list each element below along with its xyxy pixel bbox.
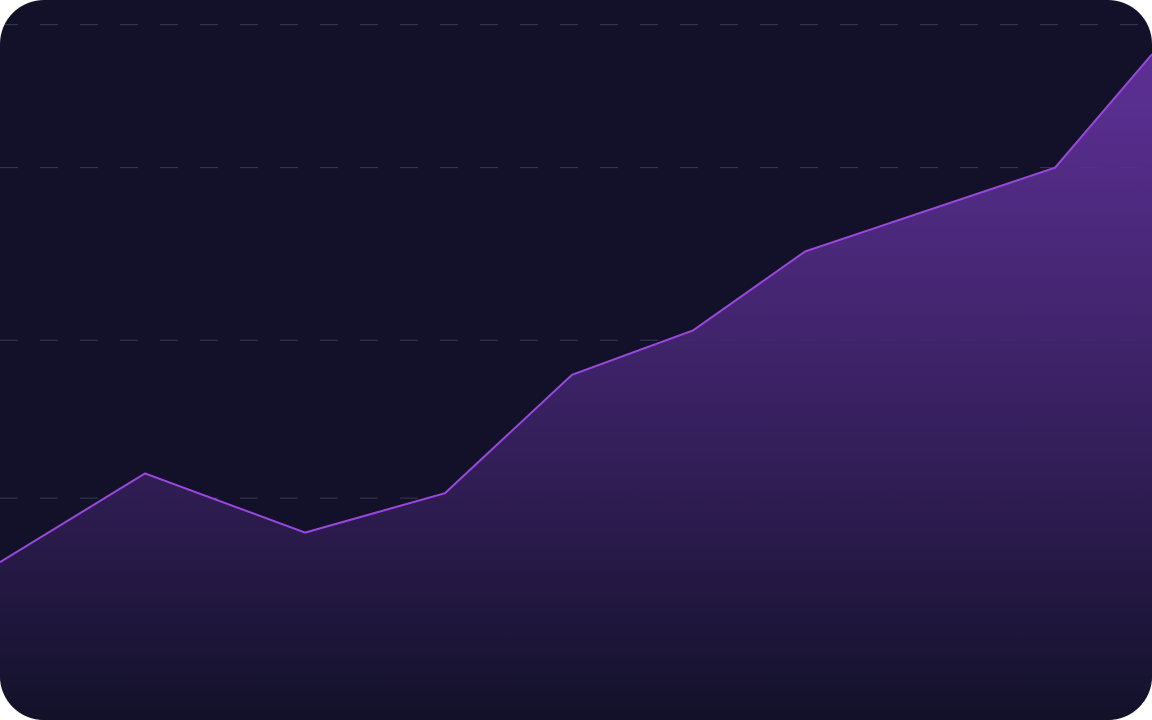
- area-fill: [0, 54, 1152, 720]
- series-line-path: [0, 53, 1152, 564]
- series-line: [0, 53, 1152, 564]
- series-area: [0, 54, 1152, 720]
